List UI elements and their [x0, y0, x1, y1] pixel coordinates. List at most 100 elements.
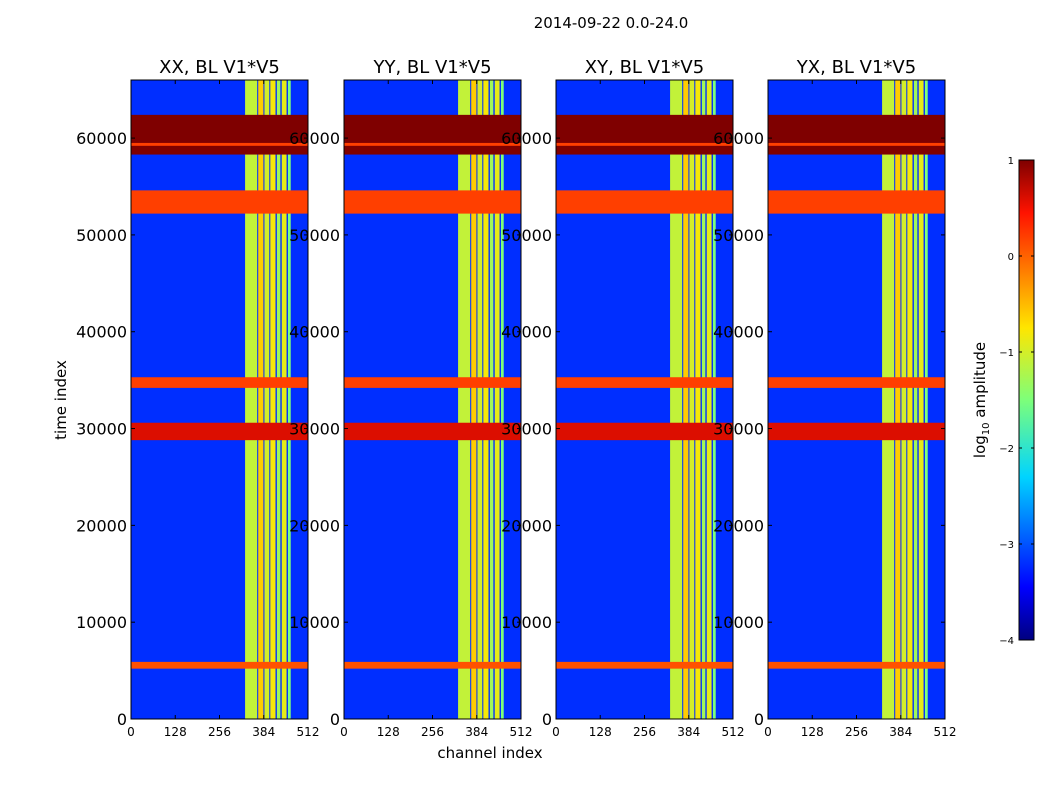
- x-tick-label: 512: [934, 725, 957, 739]
- flagged-time-band: [131, 422, 308, 441]
- y-tick-label: 10000: [289, 613, 340, 632]
- rfi-channel-column: [281, 80, 287, 719]
- panel-1: XX, BL V1*V5 0 128 256 384 512 0 10000 20000 3000…: [76, 57, 319, 739]
- y-tick-label: 20000: [289, 516, 340, 535]
- rfi-channel-column: [483, 80, 489, 719]
- y-tick-label: 0: [330, 710, 340, 729]
- x-tick-label: 512: [297, 725, 320, 739]
- heatmap-background: [556, 80, 733, 719]
- flagged-time-band: [344, 422, 521, 441]
- x-tick-label: 128: [589, 725, 612, 739]
- flagged-time-band: [768, 190, 945, 214]
- heatmap-area: [344, 80, 521, 719]
- heatmap-background: [131, 80, 308, 719]
- x-tick-label: 128: [801, 725, 824, 739]
- flagged-time-band: [344, 142, 521, 146]
- flagged-time-band: [131, 114, 308, 155]
- rfi-channel-column: [500, 80, 504, 719]
- x-tick-label: 512: [510, 725, 533, 739]
- colorbar-tick-label: −4: [999, 636, 1014, 647]
- rfi-channel-column: [276, 80, 281, 719]
- flagged-time-band: [556, 422, 733, 441]
- x-tick-label: 384: [252, 725, 275, 739]
- y-tick-label: 0: [754, 710, 764, 729]
- rfi-channel-column: [882, 80, 895, 719]
- colorbar-gradient: [1018, 159, 1035, 641]
- rfi-channel-column: [924, 80, 928, 719]
- flagged-time-band: [768, 661, 945, 669]
- flagged-time-band: [131, 190, 308, 214]
- x-tick-label: 0: [552, 725, 560, 739]
- y-tick-label: 10000: [501, 613, 552, 632]
- x-tick-label: 384: [889, 725, 912, 739]
- rfi-channel-column: [706, 80, 712, 719]
- rfi-channel-column: [701, 80, 706, 719]
- y-tick-label: 50000: [76, 226, 127, 245]
- y-tick-label: 40000: [76, 323, 127, 342]
- rfi-channel-column: [489, 80, 494, 719]
- x-tick-label: 256: [421, 725, 444, 739]
- y-tick-label: 0: [542, 710, 552, 729]
- panel-title: YX, BL V1*V5: [796, 57, 916, 78]
- x-tick-label: 256: [208, 725, 231, 739]
- flagged-time-band: [344, 190, 521, 214]
- panel-2: YY, BL V1*V5 0 128 256 384 512 0 10000 20000 3000…: [289, 57, 532, 739]
- x-tick-label: 0: [127, 725, 135, 739]
- flagged-time-band: [131, 142, 308, 146]
- y-tick-label: 20000: [713, 516, 764, 535]
- y-tick-label: 50000: [713, 226, 764, 245]
- rfi-channel-column: [245, 80, 258, 719]
- rfi-channel-column: [477, 80, 483, 719]
- rfi-channel-column: [494, 80, 500, 719]
- y-tick-label: 40000: [713, 323, 764, 342]
- y-tick-label: 40000: [501, 323, 552, 342]
- flagged-time-band: [344, 661, 521, 669]
- rfi-channel-column: [918, 80, 924, 719]
- heatmap-area: [131, 80, 308, 719]
- y-tick-label: 30000: [501, 420, 552, 439]
- colorbar-tick-label: −1: [999, 348, 1014, 359]
- y-tick-label: 60000: [501, 129, 552, 148]
- rfi-channel-column: [670, 80, 683, 719]
- flagged-time-band: [768, 377, 945, 388]
- y-tick-label: 30000: [713, 420, 764, 439]
- rfi-channel-column: [458, 80, 471, 719]
- colorbar: −4 −3 −2 −1 0 1 log10 amplitude: [971, 156, 1035, 647]
- heatmap-background: [768, 80, 945, 719]
- heatmap-area: [768, 80, 945, 719]
- panel-3: XY, BL V1*V5 0 128 256 384 512 0 10000 20000 3000…: [501, 57, 744, 739]
- x-tick-label: 384: [677, 725, 700, 739]
- y-tick-label: 20000: [501, 516, 552, 535]
- x-tick-label: 0: [340, 725, 348, 739]
- rfi-channel-column: [913, 80, 918, 719]
- y-tick-label: 50000: [289, 226, 340, 245]
- y-tick-label: 40000: [289, 323, 340, 342]
- y-tick-label: 0: [117, 710, 127, 729]
- panel-title: YY, BL V1*V5: [372, 57, 491, 78]
- colorbar-tick-label: −2: [999, 444, 1014, 455]
- x-tick-label: 512: [722, 725, 745, 739]
- rfi-channel-column: [695, 80, 701, 719]
- rfi-channel-column: [258, 80, 264, 719]
- flagged-time-band: [768, 114, 945, 155]
- x-tick-label: 256: [633, 725, 656, 739]
- figure-title: 2014-09-22 0.0-24.0: [534, 14, 689, 32]
- rfi-channel-column: [270, 80, 276, 719]
- rfi-channel-column: [264, 80, 270, 719]
- rfi-channel-column: [907, 80, 913, 719]
- x-tick-label: 0: [764, 725, 772, 739]
- panel-title: XX, BL V1*V5: [159, 57, 280, 78]
- y-tick-label: 30000: [289, 420, 340, 439]
- rfi-channel-column: [712, 80, 716, 719]
- flagged-time-band: [556, 661, 733, 669]
- y-tick-label: 60000: [289, 129, 340, 148]
- flagged-time-band: [131, 377, 308, 388]
- y-tick-label: 30000: [76, 420, 127, 439]
- y-tick-label: 20000: [76, 516, 127, 535]
- heatmap-area: [556, 80, 733, 719]
- x-tick-label: 256: [845, 725, 868, 739]
- flagged-time-band: [344, 377, 521, 388]
- panel-title: XY, BL V1*V5: [585, 57, 704, 78]
- rfi-channel-column: [901, 80, 907, 719]
- flagged-time-band: [344, 114, 521, 155]
